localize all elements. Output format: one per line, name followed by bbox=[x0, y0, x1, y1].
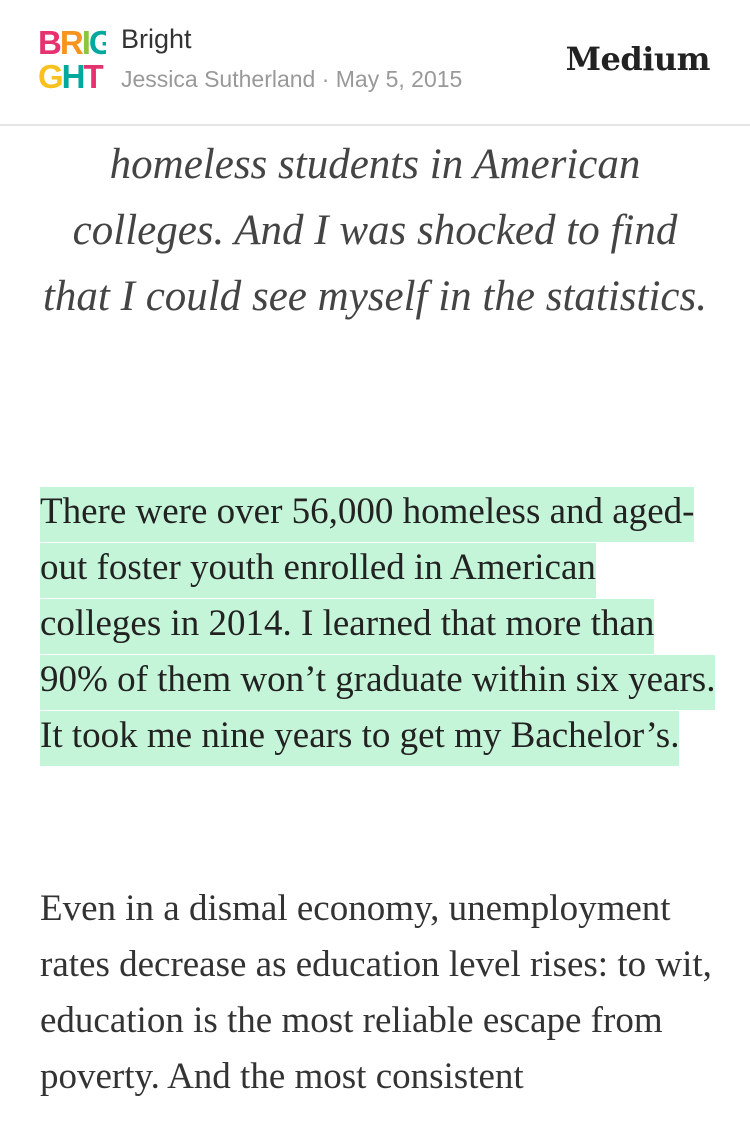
author-byline[interactable]: Jessica Sutherland · May 5, 2015 bbox=[121, 66, 463, 92]
publication-logo[interactable]: BRIG GHT bbox=[38, 26, 106, 94]
post-header: BRIG GHT Bright Jessica Sutherland · May… bbox=[0, 0, 750, 126]
medium-logo[interactable]: Medium bbox=[565, 40, 711, 78]
publication-name[interactable]: Bright bbox=[121, 24, 192, 54]
logo-row-bottom: GHT bbox=[38, 60, 104, 94]
article-paragraph: Even in a dismal economy, unemployment r… bbox=[40, 888, 712, 1097]
pull-quote: homeless students in American colleges. … bbox=[42, 141, 707, 320]
highlighted-paragraph[interactable]: There were over 56,000 homeless and aged… bbox=[40, 484, 720, 766]
highlighted-text[interactable]: There were over 56,000 homeless and aged… bbox=[40, 487, 716, 766]
logo-row-top: BRIG bbox=[38, 26, 106, 60]
